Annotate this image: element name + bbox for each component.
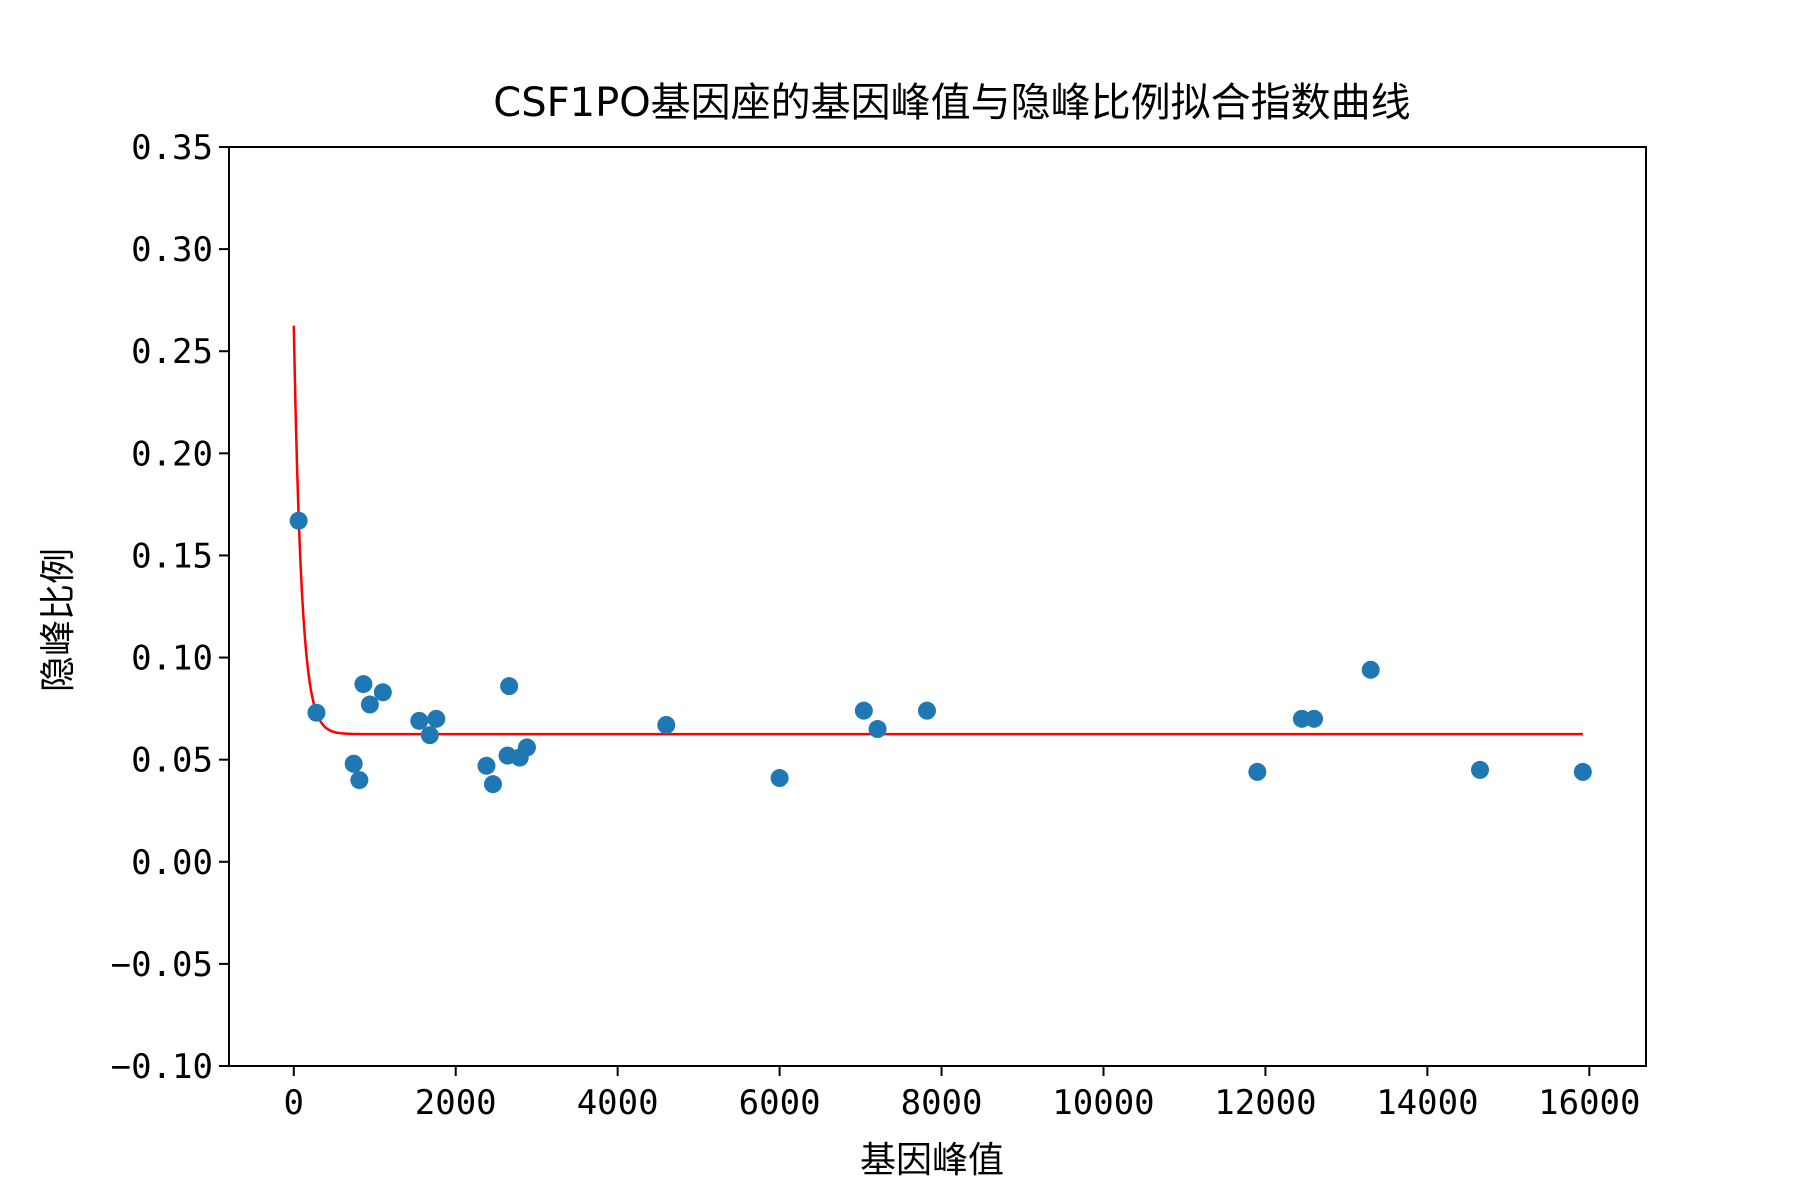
data-point [307,703,326,722]
data-point [657,715,676,734]
y-tick-label: 0.10 [131,639,213,679]
data-point [1305,709,1324,728]
data-point [500,677,519,696]
data-point [360,695,379,714]
x-tick-label: 12000 [1214,1083,1316,1123]
data-point [1471,760,1490,779]
axes-frame [228,146,1647,1067]
data-point [373,683,392,702]
chart-title: CSF1PO基因座的基因峰值与隐峰比例拟合指数曲线 [493,80,1410,126]
data-point [770,769,789,788]
data-point [410,711,429,730]
y-tick-label: 0.00 [131,843,213,883]
y-tick-label: 0.15 [131,536,213,576]
data-point [420,726,439,745]
x-tick-label: 8000 [901,1083,983,1123]
data-point [354,675,373,694]
y-axis-label: 隐峰比例 [38,548,79,692]
x-axis-label: 基因峰值 [860,1140,1004,1181]
x-tick-label: 16000 [1538,1083,1640,1123]
data-point [1573,762,1592,781]
data-point [517,738,536,757]
y-tick-label: 0.05 [131,741,213,781]
data-point [1361,660,1380,679]
y-tick-label: 0.35 [131,128,213,168]
x-tick-label: 10000 [1052,1083,1154,1123]
data-point [477,756,496,775]
x-tick-label: 14000 [1376,1083,1478,1123]
plot-area: 0 2000 4000 6000 8000 10000 12000 14000 16000 −0.… [111,128,1647,1123]
y-tick-label: 0.25 [131,332,213,372]
x-tick-label: 6000 [739,1083,821,1123]
y-tick-label: 0.20 [131,434,213,474]
x-tick-label: 0 [284,1083,304,1123]
data-point [1248,762,1267,781]
data-point [350,771,369,790]
x-tick-label: 2000 [415,1083,497,1123]
x-tick-label: 4000 [577,1083,659,1123]
data-point [868,720,887,739]
y-tick-label: −0.10 [111,1047,213,1087]
y-tick-label: 0.30 [131,230,213,270]
data-point [917,701,936,720]
y-tick-label: −0.05 [111,945,213,985]
data-point [289,511,308,530]
data-point [483,775,502,794]
data-point [854,701,873,720]
fit-curve [292,325,1583,736]
data-point [427,709,446,728]
data-point [344,754,363,773]
